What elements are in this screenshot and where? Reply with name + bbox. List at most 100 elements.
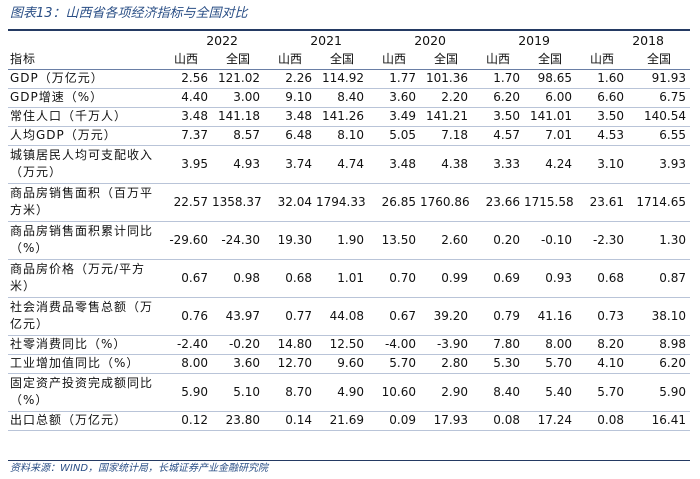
- shanxi-header: 山西: [472, 50, 524, 70]
- table-row: 商品房销售面积（百万平方米） 22.57 1358.37 32.04 1794.33 26…: [8, 183, 690, 222]
- national-value-cell: 2.60: [420, 221, 472, 260]
- national-value-cell: 140.54: [628, 107, 690, 127]
- national-header: 全国: [212, 50, 264, 70]
- national-value-cell: 2.90: [420, 373, 472, 412]
- shanxi-value-cell: 8.40: [472, 373, 524, 412]
- national-value-cell: 4.90: [316, 373, 368, 412]
- national-value-cell: 1.90: [316, 221, 368, 260]
- shanxi-value-cell: 0.77: [264, 297, 316, 336]
- shanxi-value-cell: 7.80: [472, 335, 524, 355]
- shanxi-value-cell: 32.04: [264, 183, 316, 222]
- table-row: 固定资产投资完成额同比（%） 5.90 5.10 8.70 4.90 10.60 2.90 8…: [8, 373, 690, 412]
- year-header-cell: 2019: [518, 33, 550, 48]
- shanxi-value-cell: 3.48: [264, 107, 316, 127]
- national-value-cell: 121.02: [212, 69, 264, 89]
- national-value-cell: 4.38: [420, 145, 472, 184]
- national-header: 全国: [316, 50, 368, 70]
- national-value-cell: 7.01: [524, 126, 576, 146]
- national-value-cell: 41.16: [524, 297, 576, 336]
- national-value-cell: 39.20: [420, 297, 472, 336]
- shanxi-value-cell: -29.60: [160, 221, 212, 260]
- shanxi-header: 山西: [576, 50, 628, 70]
- shanxi-value-cell: 4.40: [160, 88, 212, 108]
- national-value-cell: 4.93: [212, 145, 264, 184]
- row-label: 人均GDP（万元）: [8, 126, 160, 146]
- shanxi-value-cell: 5.90: [160, 373, 212, 412]
- national-value-cell: 5.90: [628, 373, 690, 412]
- shanxi-value-cell: 5.30: [472, 354, 524, 374]
- national-value-cell: 43.97: [212, 297, 264, 336]
- table-row: 社会消费品零售总额（万亿元） 0.76 43.97 0.77 44.08 0.67 39.2…: [8, 297, 690, 336]
- row-label: GDP（万亿元）: [8, 69, 160, 89]
- shanxi-value-cell: -2.40: [160, 335, 212, 355]
- shanxi-header: 山西: [368, 50, 420, 70]
- table-row: 人均GDP（万元） 7.37 8.57 6.48 8.10 5.05 7.18 4.57 7.0…: [8, 126, 690, 146]
- national-value-cell: 9.60: [316, 354, 368, 374]
- national-value-cell: 0.98: [212, 259, 264, 298]
- shanxi-value-cell: 3.60: [368, 88, 420, 108]
- shanxi-value-cell: 23.61: [576, 183, 628, 222]
- national-value-cell: 21.69: [316, 411, 368, 431]
- national-value-cell: 17.24: [524, 411, 576, 431]
- top-rule: [8, 29, 690, 31]
- national-value-cell: 3.00: [212, 88, 264, 108]
- shanxi-value-cell: 0.68: [576, 259, 628, 298]
- row-label: 商品房价格（万元/平方米）: [8, 259, 160, 298]
- national-value-cell: 38.10: [628, 297, 690, 336]
- national-value-cell: 1.30: [628, 221, 690, 260]
- shanxi-value-cell: 3.48: [368, 145, 420, 184]
- source-note: 资料来源：WIND，国家统计局，长城证券产业金融研究院: [10, 463, 269, 474]
- shanxi-value-cell: 26.85: [368, 183, 420, 222]
- table-row: 出口总额（万亿元） 0.12 23.80 0.14 21.69 0.09 17.93 0.08…: [8, 411, 690, 431]
- shanxi-value-cell: 3.10: [576, 145, 628, 184]
- row-label: 固定资产投资完成额同比（%）: [8, 373, 160, 412]
- shanxi-value-cell: 0.09: [368, 411, 420, 431]
- shanxi-value-cell: 3.50: [472, 107, 524, 127]
- table-row: 常住人口（千万人） 3.48 141.18 3.48 141.26 3.49 141.21 3…: [8, 107, 690, 127]
- national-value-cell: 3.60: [212, 354, 264, 374]
- year-header-blank: [8, 31, 160, 50]
- row-label: 出口总额（万亿元）: [8, 411, 160, 431]
- national-value-cell: 114.92: [316, 69, 368, 89]
- national-value-cell: 2.80: [420, 354, 472, 374]
- shanxi-value-cell: 3.50: [576, 107, 628, 127]
- national-value-cell: 1715.58: [524, 183, 576, 222]
- shanxi-value-cell: 1.60: [576, 69, 628, 89]
- national-value-cell: 6.20: [628, 354, 690, 374]
- national-header: 全国: [628, 50, 690, 70]
- national-value-cell: 0.87: [628, 259, 690, 298]
- shanxi-value-cell: 3.49: [368, 107, 420, 127]
- shanxi-value-cell: 8.20: [576, 335, 628, 355]
- national-value-cell: 1714.65: [628, 183, 690, 222]
- national-value-cell: 8.10: [316, 126, 368, 146]
- national-value-cell: 98.65: [524, 69, 576, 89]
- row-label: 常住人口（千万人）: [8, 107, 160, 127]
- shanxi-value-cell: 8.00: [160, 354, 212, 374]
- shanxi-value-cell: 1.70: [472, 69, 524, 89]
- shanxi-value-cell: 5.70: [576, 373, 628, 412]
- shanxi-value-cell: 14.80: [264, 335, 316, 355]
- national-value-cell: -24.30: [212, 221, 264, 260]
- national-value-cell: 8.98: [628, 335, 690, 355]
- national-value-cell: 5.40: [524, 373, 576, 412]
- national-value-cell: 1794.33: [316, 183, 368, 222]
- indicator-header: 指标: [8, 50, 160, 70]
- table-row: 城镇居民人均可支配收入（万元） 3.95 4.93 3.74 4.74 3.48 4.38 3…: [8, 145, 690, 184]
- national-value-cell: 5.10: [212, 373, 264, 412]
- shanxi-value-cell: 0.08: [472, 411, 524, 431]
- table-row: 商品房销售面积累计同比（%） -29.60 -24.30 19.30 1.90 13.50…: [8, 221, 690, 260]
- national-value-cell: 141.01: [524, 107, 576, 127]
- shanxi-value-cell: 6.48: [264, 126, 316, 146]
- national-value-cell: 6.55: [628, 126, 690, 146]
- national-value-cell: 17.93: [420, 411, 472, 431]
- shanxi-value-cell: 0.67: [160, 259, 212, 298]
- row-label: 商品房销售面积（百万平方米）: [8, 183, 160, 222]
- shanxi-value-cell: 1.77: [368, 69, 420, 89]
- national-value-cell: 1.01: [316, 259, 368, 298]
- national-header: 全国: [420, 50, 472, 70]
- national-value-cell: 8.40: [316, 88, 368, 108]
- shanxi-value-cell: 0.69: [472, 259, 524, 298]
- row-label: GDP增速（%）: [8, 88, 160, 108]
- shanxi-value-cell: 0.20: [472, 221, 524, 260]
- shanxi-value-cell: 0.14: [264, 411, 316, 431]
